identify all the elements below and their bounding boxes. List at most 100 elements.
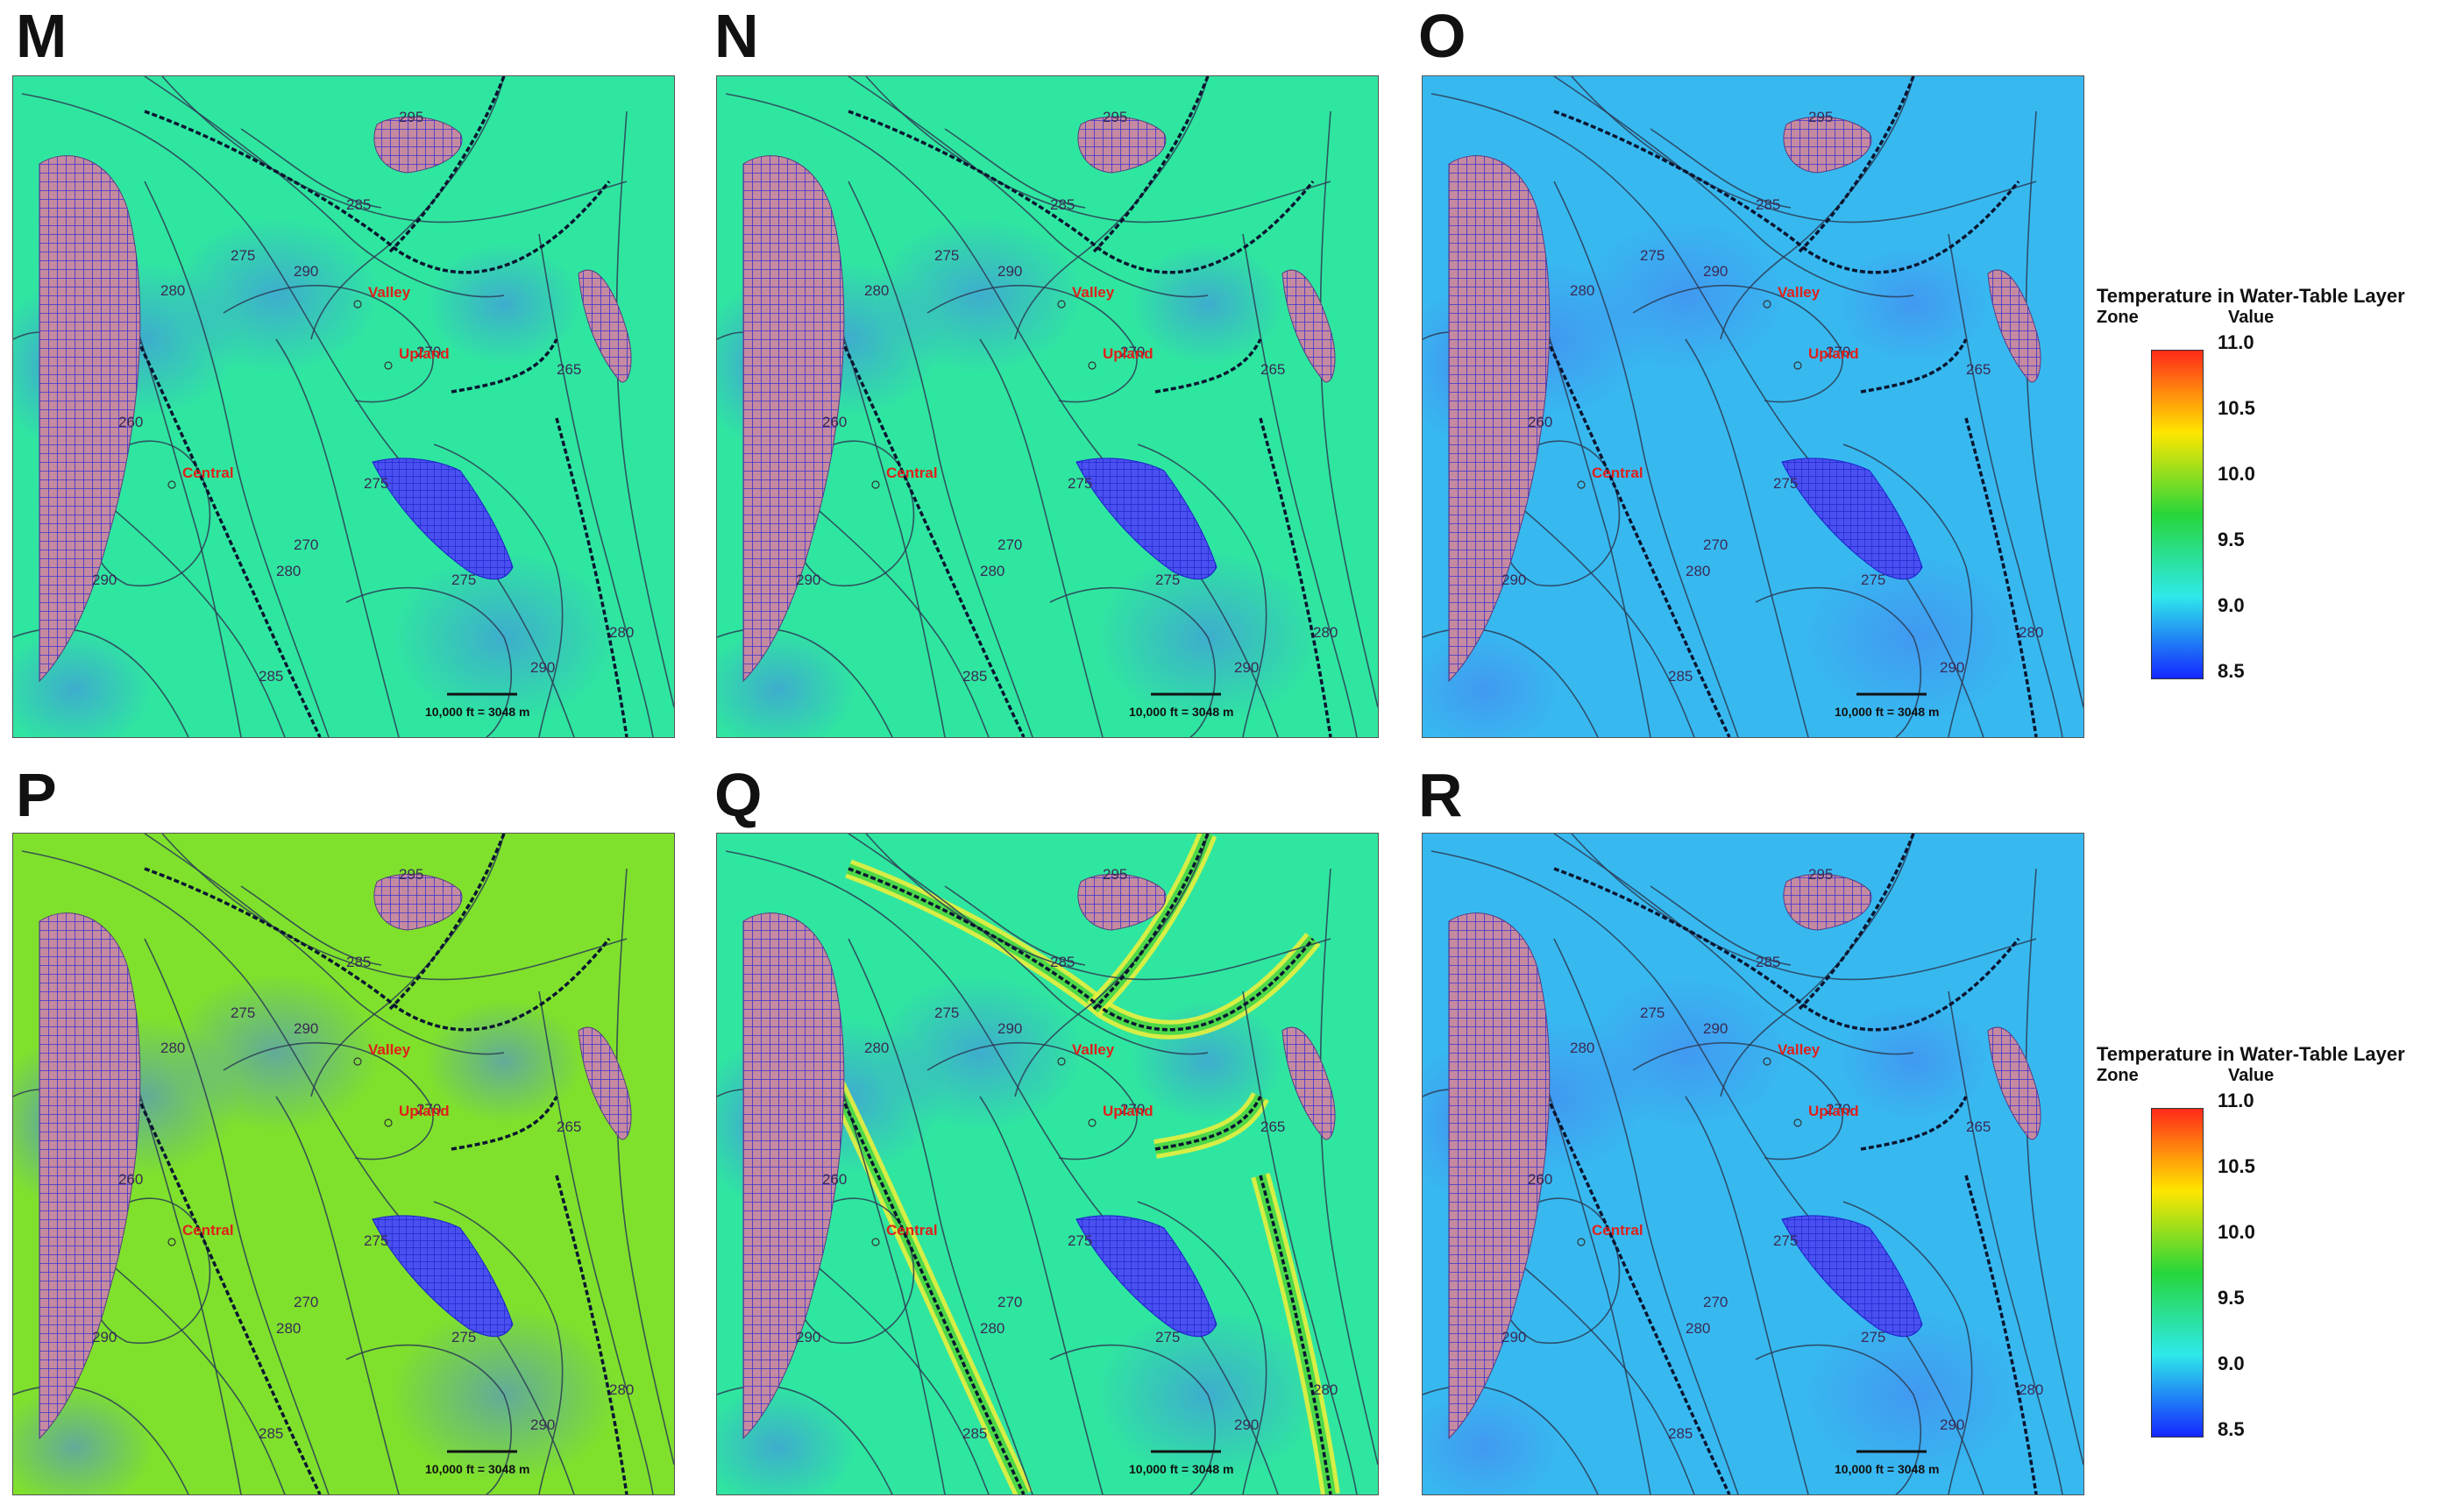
site-label-valley: Valley [368, 1041, 411, 1058]
legend-color-ramp [2151, 350, 2204, 679]
contour-label: 265 [1260, 1118, 1285, 1135]
stream-line [451, 1096, 558, 1151]
contour-label: 285 [346, 954, 371, 970]
contour-label: 275 [1773, 1232, 1798, 1249]
temperature-blotch [425, 1000, 583, 1123]
stream-line [1964, 1175, 2038, 1494]
contour-label: 270 [1826, 344, 1850, 360]
site-label-valley: Valley [1778, 284, 1821, 301]
contour-line [979, 1096, 1104, 1494]
site-label-central: Central [886, 1222, 938, 1239]
hatched-zone [1077, 873, 1167, 931]
contour-label: 290 [530, 659, 555, 676]
site-marker [1577, 1238, 1586, 1246]
site-marker [167, 1238, 176, 1246]
temperature-blotch [1580, 217, 1791, 374]
contour-label: 285 [259, 1425, 283, 1442]
stream-line [388, 76, 506, 253]
hatched-zone [39, 155, 141, 683]
contour-line [1553, 76, 1914, 298]
scale-bar-label: 10,000 ft = 3048 m [1835, 1462, 1939, 1476]
legend-tick: 10.0 [2218, 463, 2255, 485]
stream-line [1092, 834, 1210, 1011]
contour-label: 290 [997, 263, 1022, 280]
site-label-valley: Valley [1778, 1041, 1821, 1058]
legend-value-label: Value [2228, 308, 2275, 327]
site-marker [1577, 480, 1586, 489]
contour-line [1319, 110, 1378, 708]
hatched-zone [373, 873, 463, 931]
hatched-zone [1281, 1026, 1336, 1140]
contour-line [1842, 444, 1973, 737]
site-marker [384, 1118, 393, 1127]
contour-line [161, 76, 628, 224]
contour-label: 275 [1773, 475, 1798, 492]
site-marker [353, 1057, 362, 1066]
contour-label: 285 [962, 1425, 987, 1442]
contour-label: 290 [796, 1329, 820, 1345]
legend-tick: 9.5 [2218, 1287, 2245, 1309]
legend-tick: 11.0 [2218, 1090, 2254, 1111]
scale-bar-label: 10,000 ft = 3048 m [1835, 705, 1939, 719]
contour-label: 280 [276, 563, 301, 579]
contour-line [1430, 93, 1984, 737]
contour-label: 270 [294, 1294, 318, 1310]
contour-line [1137, 444, 1267, 737]
contour-label: 270 [1120, 344, 1145, 360]
temperature-blotch [1835, 243, 1992, 366]
contour-line [345, 1344, 512, 1494]
contour-line [615, 868, 674, 1466]
contour-label: 280 [609, 624, 634, 641]
map-svg: 295 290 285 280 275 270 265 260 280 275 290 285 270 2… [717, 76, 1378, 737]
stream-line [1553, 110, 2020, 274]
contour-label: 295 [399, 866, 423, 883]
legend-title: Temperature in Water-Table Layer [2097, 285, 2405, 307]
hatched-zone [1987, 1026, 2041, 1140]
contour-line [1632, 284, 1843, 403]
contour-label: 285 [1756, 954, 1780, 970]
contour-label: 290 [1234, 659, 1259, 676]
contour-label: 285 [1668, 1425, 1693, 1442]
contour-label: 285 [1050, 954, 1075, 970]
contour-label: 290 [92, 1329, 117, 1345]
contour-line [1571, 76, 2037, 224]
stream-line [555, 417, 628, 737]
contour-label: 295 [1808, 109, 1833, 125]
panel-letter-q: Q [714, 761, 763, 829]
contour-label: 275 [231, 1004, 255, 1021]
stream-line [144, 867, 611, 1032]
temperature-blotch [1129, 243, 1287, 366]
contour-label: 295 [1808, 866, 1833, 883]
stream-line [388, 834, 506, 1011]
site-label-valley: Valley [1072, 1041, 1115, 1058]
contour-label: 280 [160, 282, 185, 299]
stream-line [1154, 1096, 1262, 1151]
contour-label: 275 [1155, 571, 1180, 588]
legend-tick: 10.5 [2218, 1155, 2255, 1177]
contour-line [944, 128, 1086, 209]
panel-letter-o: O [1418, 2, 1466, 70]
contour-label: 275 [1640, 247, 1665, 264]
contour-label: 260 [1528, 414, 1552, 430]
contour-line [161, 834, 628, 981]
scale-bar-label: 10,000 ft = 3048 m [1129, 705, 1233, 719]
lake-zone [1075, 1215, 1217, 1338]
contour-label: 280 [864, 1040, 889, 1056]
legend-color-ramp [2151, 1108, 2204, 1437]
contour-label: 280 [2019, 624, 2043, 641]
site-label-valley: Valley [368, 284, 411, 301]
contour-line [725, 93, 1279, 737]
contour-line [1948, 990, 2063, 1494]
temperature-blotch [875, 217, 1085, 374]
contour-label: 275 [451, 571, 476, 588]
contour-label: 275 [364, 475, 388, 492]
legend-tick: 8.5 [2218, 1418, 2245, 1440]
lake-zone [372, 458, 514, 580]
hatched-zone [742, 912, 845, 1440]
stream-line [1553, 867, 2020, 1032]
contour-line [1137, 1201, 1267, 1494]
site-label-upland: Upland [1103, 345, 1153, 362]
contour-label: 260 [118, 1171, 143, 1188]
contour-label: 290 [530, 1416, 555, 1433]
site-label-upland: Upland [1808, 345, 1859, 362]
